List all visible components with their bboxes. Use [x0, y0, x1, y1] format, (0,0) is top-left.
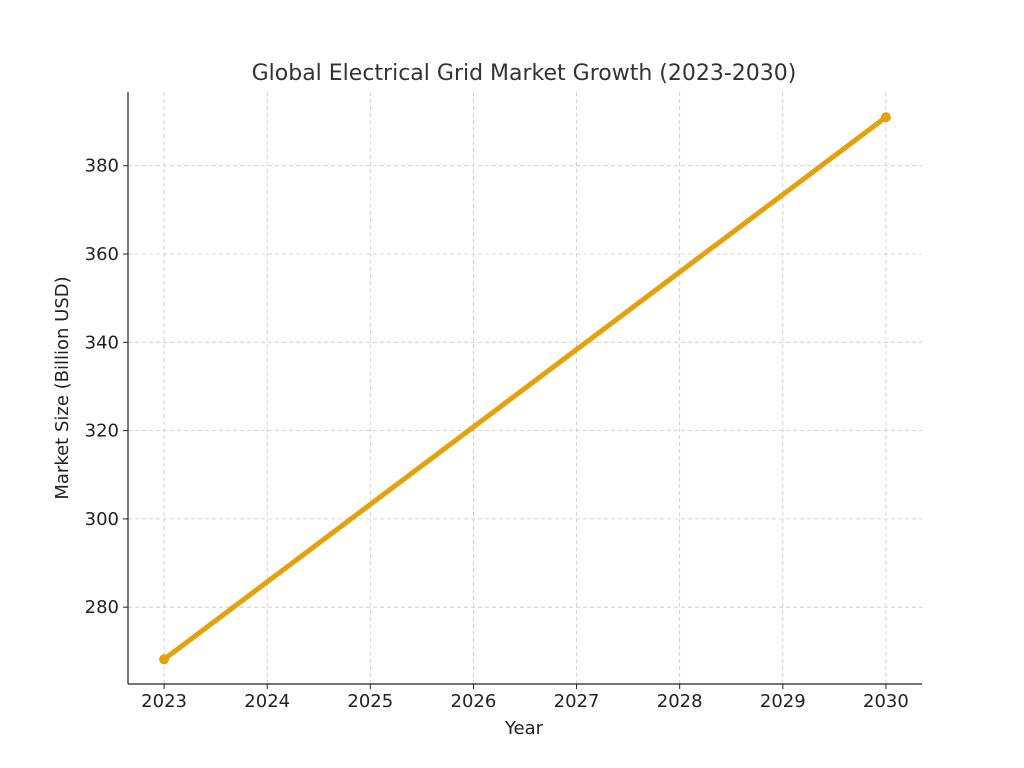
x-tick-label: 2028 — [657, 691, 703, 712]
y-tick-label: 340 — [85, 332, 119, 353]
x-tick-label: 2030 — [863, 691, 909, 712]
ticks: 2023 2024 2025 2026 2027 2028 2029 2030 280 300 32… — [85, 156, 909, 712]
y-tick-label: 300 — [85, 509, 119, 530]
x-tick-label: 2023 — [141, 691, 187, 712]
x-axis-label: Year — [504, 718, 544, 739]
x-tick-label: 2029 — [760, 691, 806, 712]
y-tick-label: 380 — [85, 156, 119, 177]
y-tick-label: 320 — [85, 421, 119, 442]
x-tick-label: 2024 — [244, 691, 290, 712]
chart-title: Global Electrical Grid Market Growth (20… — [252, 61, 797, 86]
y-tick-label: 280 — [85, 597, 119, 618]
x-tick-label: 2025 — [347, 691, 393, 712]
y-tick-label: 360 — [85, 244, 119, 265]
data-point — [159, 654, 170, 665]
y-axis-label: Market Size (Billion USD) — [52, 276, 73, 499]
grid — [128, 92, 922, 684]
series-line — [161, 114, 889, 662]
x-tick-label: 2027 — [554, 691, 600, 712]
axes — [127, 92, 922, 685]
data-point — [880, 112, 891, 123]
x-tick-label: 2026 — [451, 691, 497, 712]
series-layer — [159, 112, 891, 665]
